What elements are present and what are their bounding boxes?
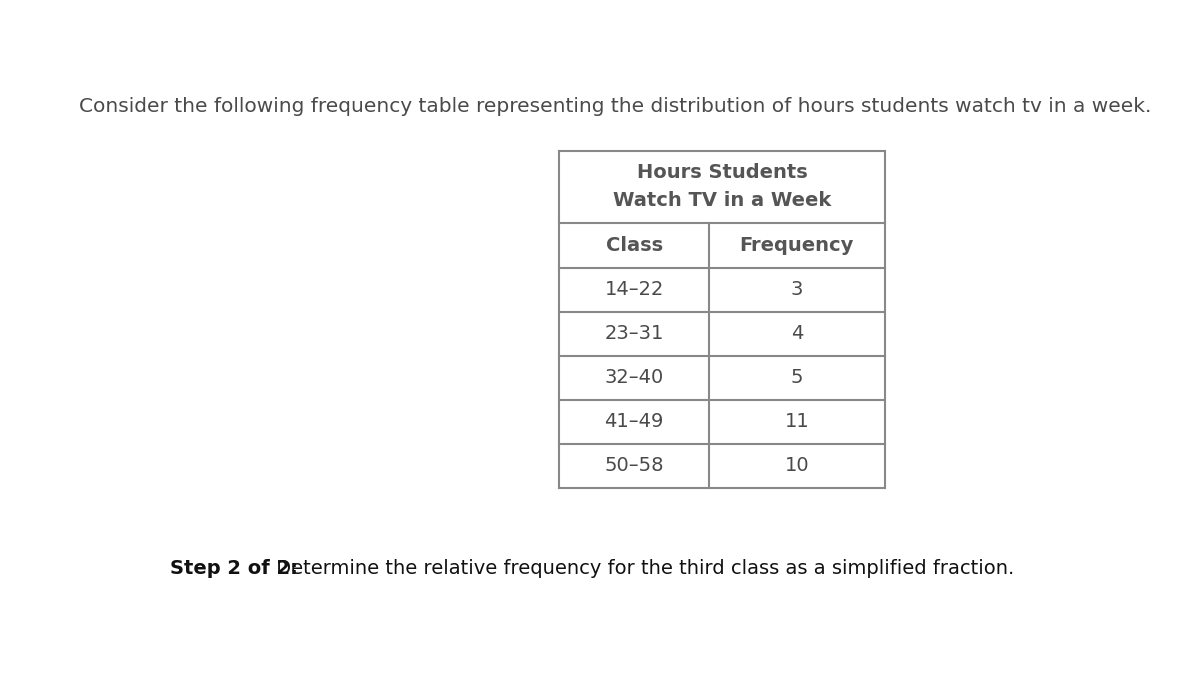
Text: 5: 5 bbox=[791, 369, 803, 387]
Text: 10: 10 bbox=[785, 456, 809, 475]
Text: 3: 3 bbox=[791, 280, 803, 299]
Text: 11: 11 bbox=[785, 413, 809, 431]
Text: Step 2 of 2:: Step 2 of 2: bbox=[170, 559, 299, 579]
Text: 41–49: 41–49 bbox=[605, 413, 664, 431]
Text: Frequency: Frequency bbox=[739, 236, 854, 255]
Text: 32–40: 32–40 bbox=[605, 369, 664, 387]
Text: 50–58: 50–58 bbox=[605, 456, 664, 475]
Text: Class: Class bbox=[606, 236, 662, 255]
Text: 4: 4 bbox=[791, 324, 803, 343]
Text: Watch TV in a Week: Watch TV in a Week bbox=[613, 191, 832, 210]
Text: Determine the relative frequency for the third class as a simplified fraction.: Determine the relative frequency for the… bbox=[270, 559, 1014, 579]
Text: Consider the following frequency table representing the distribution of hours st: Consider the following frequency table r… bbox=[79, 97, 1151, 116]
Text: 23–31: 23–31 bbox=[605, 324, 664, 343]
Text: Hours Students: Hours Students bbox=[636, 163, 808, 181]
Text: 14–22: 14–22 bbox=[605, 280, 664, 299]
